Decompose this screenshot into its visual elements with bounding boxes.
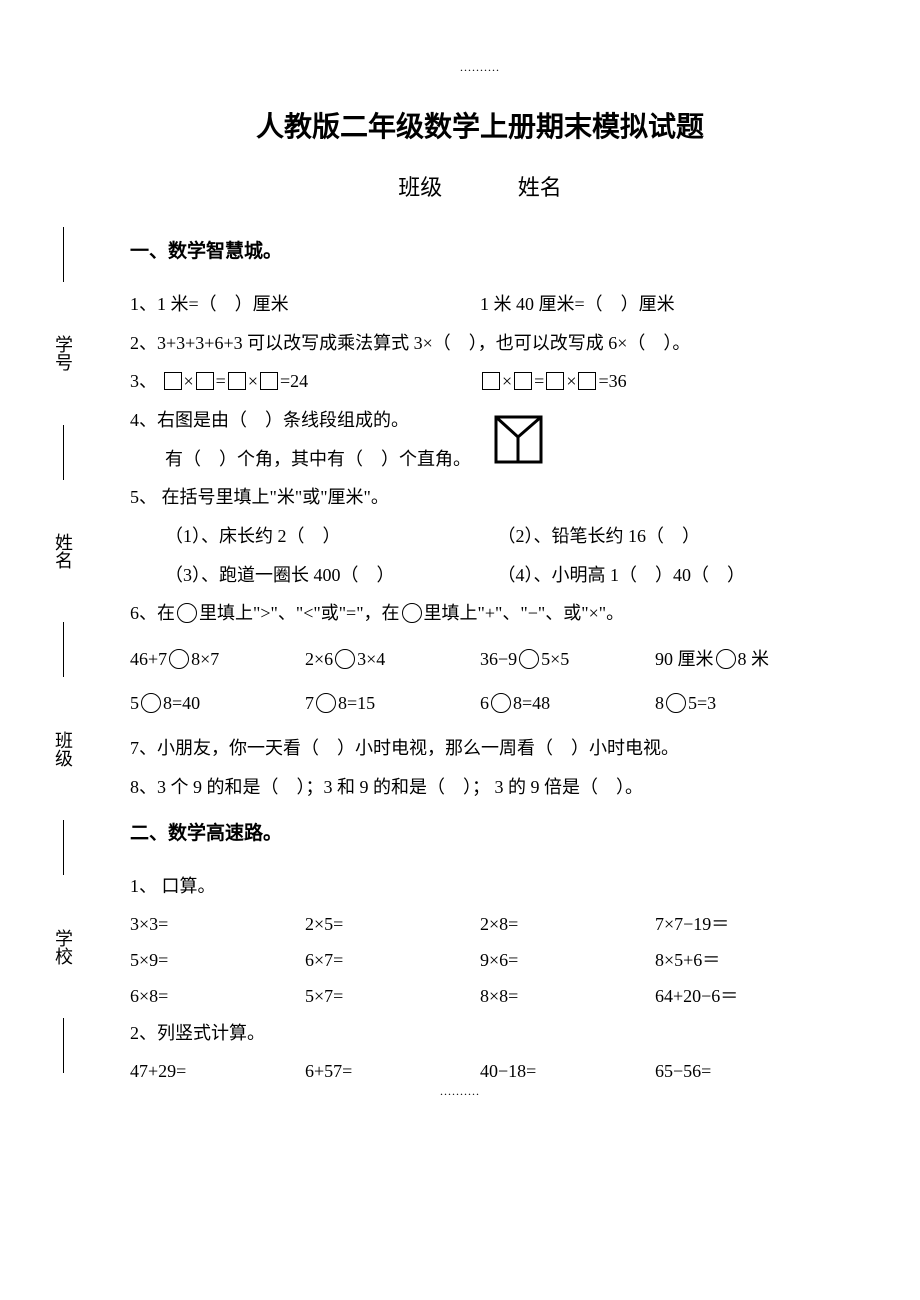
blank-circle [402,603,422,623]
q3-eq1-result: =24 [280,371,308,391]
question-7: 7、小朋友，你一天看（ ）小时电视，那么一周看（ ）小时电视。 [130,729,830,768]
q6-r2c1: 58=40 [130,685,305,721]
calc-cell: 6×8= [130,978,305,1014]
header-dots: .......... [130,60,830,75]
calc-cell: 8×5+6＝ [655,942,830,978]
q6-row1: 46+78×7 2×63×4 36−95×5 90 厘米8 米 [130,641,830,677]
q6-r2c3: 68=48 [480,685,655,721]
q6-header-mid: 里填上">"、"<"或"="，在 [199,603,400,623]
page-content: .......... 人教版二年级数学上册期末模拟试题 班级 姓名 一、数学智慧… [0,0,920,1129]
q5-row1: （1）、床长约 2（ ） （2）、铅笔长约 16（ ） [130,517,830,556]
question-6-header: 6、在 里填上">"、"<"或"="，在 里填上"+"、"−"、或"×"。 [130,594,830,633]
blank-square [164,372,182,390]
q6-r1c2: 2×63×4 [305,641,480,677]
question-3: 3、 ×=×=24 ×=×=36 [130,362,830,401]
column-calc-grid: 47+29= 6+57= 40−18= 65−56= [130,1053,830,1089]
section-2-header: 二、数学高速路。 [130,814,830,855]
calc-cell: 3×3= [130,906,305,942]
blank-square [228,372,246,390]
calc-cell: 47+29= [130,1053,305,1089]
calc-cell: 65−56= [655,1053,830,1089]
class-field-label: 班级 [398,175,442,200]
blank-square [514,372,532,390]
q3-prefix: 3、 [130,371,157,391]
q6-r1c3: 36−95×5 [480,641,655,677]
blank-square [482,372,500,390]
q5-item4: （4）、小明高 1（ ）40（ ） [498,556,831,595]
q6-header-pre: 6、在 [130,603,175,623]
question-4: 4、右图是由（ ）条线段组成的。 有（ ）个角，其中有（ ）个直角。 [130,401,830,478]
q5-item1: （1）、床长约 2（ ） [165,517,498,556]
section-1-header: 一、数学智慧城。 [130,232,830,273]
blank-square [578,372,596,390]
question-1: 1、1 米=（ ）厘米 1 米 40 厘米=（ ）厘米 [130,285,830,324]
calc-cell: 8×8= [480,978,655,1014]
blank-circle [169,649,189,669]
q3-eq2-result: =36 [598,371,626,391]
calc-cell: 7×7−19＝ [655,906,830,942]
student-info-line: 班级 姓名 [130,170,830,202]
question-2: 2、3+3+3+6+3 可以改写成乘法算式 3×（ ），也可以改写成 6×（ ）… [130,324,830,363]
q1-part1: 1、1 米=（ ）厘米 [130,285,480,324]
blank-circle [666,693,686,713]
question-5-header: 5、 在括号里填上"米"或"厘米"。 [130,478,830,517]
calc-cell: 9×6= [480,942,655,978]
footer-dots: .......... [440,1084,480,1099]
blank-circle [716,649,736,669]
mental-math-grid: 3×3= 2×5= 2×8= 7×7−19＝ 5×9= 6×7= 9×6= 8×… [130,906,830,1014]
blank-circle [316,693,336,713]
q1-part2: 1 米 40 厘米=（ ）厘米 [480,285,830,324]
blank-square [546,372,564,390]
exam-title: 人教版二年级数学上册期末模拟试题 [130,105,830,145]
name-field-label: 姓名 [518,175,562,200]
cube-diagram-icon [491,412,546,467]
calc-cell: 2×5= [305,906,480,942]
q4-line1: 4、右图是由（ ）条线段组成的。 [130,401,471,440]
q6-r2c4: 85=3 [655,685,830,721]
calc-cell: 5×7= [305,978,480,1014]
calc-cell: 2×8= [480,906,655,942]
calc-cell: 5×9= [130,942,305,978]
blank-circle [141,693,161,713]
blank-circle [177,603,197,623]
q5-item2: （2）、铅笔长约 16（ ） [498,517,831,556]
q5-item3: （3）、跑道一圈长 400（ ） [165,556,498,595]
blank-circle [491,693,511,713]
q6-r2c2: 78=15 [305,685,480,721]
s2-q1-header: 1、 口算。 [130,867,830,906]
calc-cell: 64+20−6＝ [655,978,830,1014]
blank-circle [519,649,539,669]
blank-square [260,372,278,390]
calc-cell: 40−18= [480,1053,655,1089]
q4-line2: 有（ ）个角，其中有（ ）个直角。 [130,440,471,479]
question-8: 8、3 个 9 的和是（ ）；3 和 9 的和是（ ）； 3 的 9 倍是（ ）… [130,768,830,807]
s2-q2-header: 2、列竖式计算。 [130,1014,830,1053]
q6-row2: 58=40 78=15 68=48 85=3 [130,685,830,721]
exam-body: 一、数学智慧城。 1、1 米=（ ）厘米 1 米 40 厘米=（ ）厘米 2、3… [130,232,830,1089]
q6-r1c1: 46+78×7 [130,641,305,677]
blank-circle [335,649,355,669]
blank-square [196,372,214,390]
q6-r1c4: 90 厘米8 米 [655,641,830,677]
q6-header-post: 里填上"+"、"−"、或"×"。 [424,603,625,623]
q5-row2: （3）、跑道一圈长 400（ ） （4）、小明高 1（ ）40（ ） [130,556,830,595]
calc-cell: 6×7= [305,942,480,978]
